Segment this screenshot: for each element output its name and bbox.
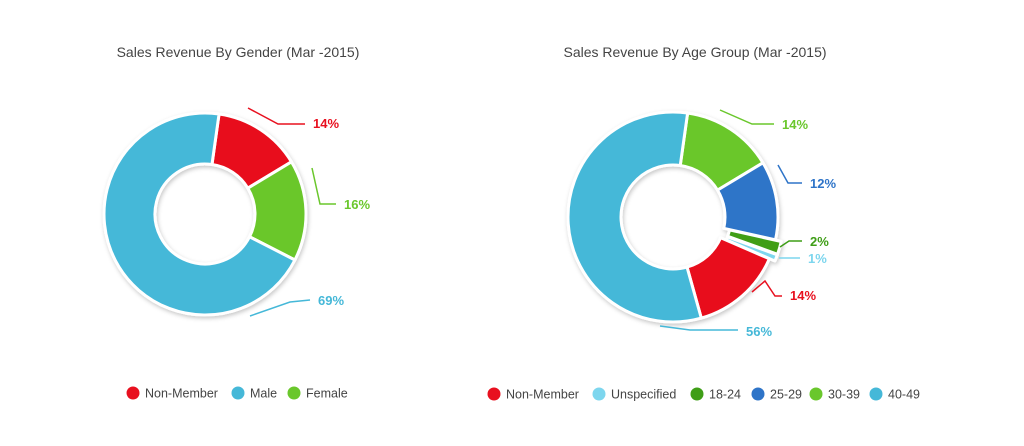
legend-swatch bbox=[869, 387, 883, 401]
legend-swatch bbox=[592, 387, 606, 401]
legend-swatch bbox=[809, 387, 823, 401]
legend-label: 18-24 bbox=[709, 388, 741, 402]
age-slice-labels: 14% 12% 2% 1% 14% 56% bbox=[659, 109, 836, 339]
value-label-18-24: 2% bbox=[810, 234, 829, 249]
age-legend: Non-Member Unspecified 18-24 25-29 30-39 40-4… bbox=[487, 387, 921, 402]
legend-swatch bbox=[126, 386, 140, 400]
slice-male[interactable] bbox=[102, 111, 297, 317]
value-label-unspecified: 1% bbox=[808, 251, 827, 266]
slice-40-49[interactable] bbox=[566, 110, 703, 324]
legend-swatch bbox=[287, 386, 301, 400]
leader-line-18-24 bbox=[779, 240, 802, 248]
legend-label: Unspecified bbox=[611, 388, 676, 402]
gender-chart-title: Sales Revenue By Gender (Mar -2015) bbox=[117, 44, 360, 60]
value-label-30-39: 14% bbox=[782, 117, 808, 132]
legend-label: Female bbox=[306, 387, 348, 401]
legend-label: Non-Member bbox=[145, 387, 218, 401]
legend-label: Non-Member bbox=[506, 388, 579, 402]
legend-item-female[interactable]: Female bbox=[287, 386, 348, 401]
leader-line-25-29 bbox=[777, 164, 802, 184]
gender-legend: Non-Member Male Female bbox=[126, 386, 348, 401]
legend-swatch bbox=[231, 386, 245, 400]
value-label-non-member: 14% bbox=[313, 116, 339, 131]
legend-item-unspecified[interactable]: Unspecified bbox=[592, 387, 677, 402]
legend-item-non-member[interactable]: Non-Member bbox=[487, 387, 579, 402]
legend-label: Male bbox=[250, 387, 277, 401]
value-label-40-49: 56% bbox=[746, 324, 772, 339]
legend-item-30-39[interactable]: 30-39 bbox=[809, 387, 861, 402]
legend-swatch bbox=[487, 387, 501, 401]
legend-label: 30-39 bbox=[828, 388, 860, 402]
legend-item-male[interactable]: Male bbox=[231, 386, 278, 401]
age-donut bbox=[566, 110, 783, 324]
legend-item-25-29[interactable]: 25-29 bbox=[751, 387, 803, 402]
legend-item-18-24[interactable]: 18-24 bbox=[690, 387, 742, 402]
gender-slice-labels: 14% 16% 69% bbox=[247, 107, 370, 317]
legend-label: 40-49 bbox=[888, 388, 920, 402]
leader-line-non-member bbox=[751, 279, 782, 297]
legend-swatch bbox=[751, 387, 765, 401]
value-label-25-29: 12% bbox=[810, 176, 836, 191]
legend-item-40-49[interactable]: 40-49 bbox=[869, 387, 921, 402]
leader-line-30-39 bbox=[719, 109, 774, 125]
value-label-male: 69% bbox=[318, 293, 344, 308]
leader-line-40-49 bbox=[659, 325, 738, 331]
legend-label: 25-29 bbox=[770, 388, 802, 402]
leader-line-male bbox=[249, 299, 311, 317]
gender-donut bbox=[102, 111, 308, 317]
age-chart: Sales Revenue By Age Group (Mar -2015) 1… bbox=[487, 44, 921, 402]
leader-line-non-member bbox=[247, 107, 305, 125]
age-chart-title: Sales Revenue By Age Group (Mar -2015) bbox=[563, 44, 826, 60]
value-label-female: 16% bbox=[344, 197, 370, 212]
value-label-non-member: 14% bbox=[790, 288, 816, 303]
legend-item-non-member[interactable]: Non-Member bbox=[126, 386, 218, 401]
leader-line-female bbox=[311, 167, 336, 205]
legend-swatch bbox=[690, 387, 704, 401]
gender-chart: Sales Revenue By Gender (Mar -2015) 14%1… bbox=[102, 44, 370, 401]
